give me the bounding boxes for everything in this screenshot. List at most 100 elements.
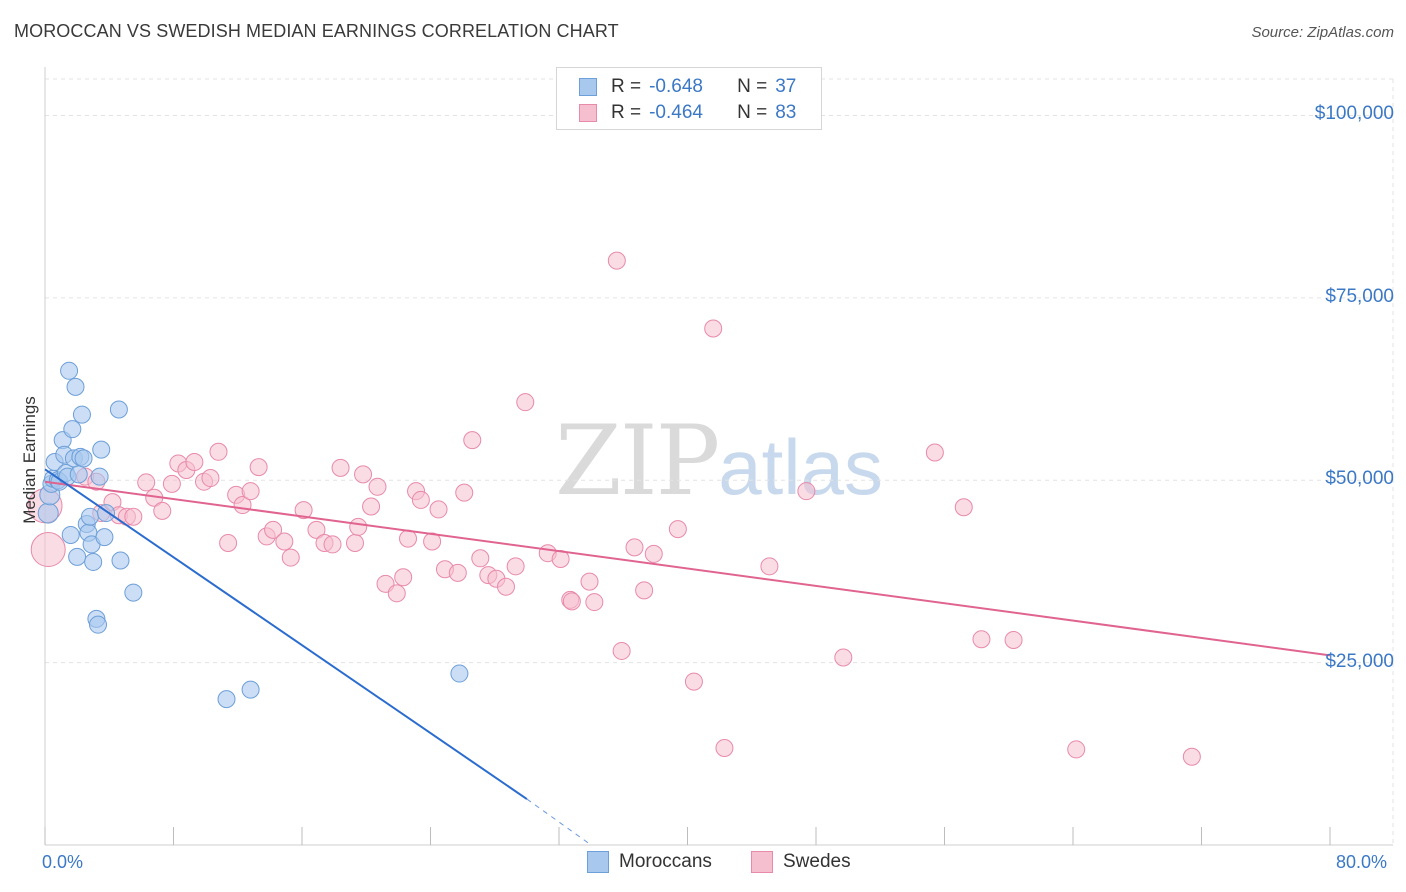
swedes-point (1182, 747, 1201, 766)
swedes-point (307, 520, 326, 539)
swedes-point (349, 517, 368, 536)
swedes-point (411, 490, 430, 509)
axis-layer (44, 67, 1393, 846)
moroccans-point (61, 525, 80, 544)
swedes-point (346, 533, 365, 552)
legend-n-label: N = (737, 76, 768, 97)
legend-n-label: N = (737, 102, 768, 123)
moroccans-point (68, 547, 87, 566)
swedes-point (281, 548, 300, 567)
swedes-point (1067, 740, 1086, 759)
swedes-point (209, 442, 228, 461)
trend-lines (44, 468, 1331, 846)
moroccans-point (80, 507, 99, 526)
legend-swatch-moroccans (579, 78, 597, 96)
swedes-point (562, 592, 581, 611)
y-tick-label: $50,000 (1325, 468, 1394, 490)
bottom-legend-swedes[interactable]: Swedes (751, 851, 851, 873)
swedes-point (264, 520, 283, 539)
swedes-point (124, 507, 143, 526)
watermark-zip: ZIP (555, 405, 720, 517)
swedes-point (607, 251, 626, 270)
moroccans-point (111, 551, 130, 570)
swedes-point (275, 532, 294, 551)
swedes-point (471, 549, 490, 568)
bottom-legend-swatch-swedes (751, 851, 773, 873)
moroccans-trend-extension (526, 798, 592, 846)
legend-n-value: 37 (775, 76, 797, 97)
swedes-point (506, 557, 525, 576)
moroccans-point (60, 361, 79, 380)
bottom-legend-moroccans[interactable]: Moroccans (587, 851, 712, 873)
moroccans-point (66, 377, 85, 396)
bottom-legend-swatch-moroccans (587, 851, 609, 873)
legend-r-value: -0.648 (649, 76, 703, 97)
swedes-point (294, 501, 313, 520)
swedes-point (153, 501, 172, 520)
bottom-legend-label-moroccans: Moroccans (619, 851, 712, 872)
legend-row-swedes: R = -0.464 N = 83 (579, 101, 796, 125)
moroccans-point (95, 528, 114, 547)
swedes-point (331, 458, 350, 477)
moroccans-point (37, 502, 59, 524)
moroccans-point (217, 690, 236, 709)
swedes-point (925, 443, 944, 462)
swedes-point (249, 458, 268, 477)
swedes-point (448, 563, 467, 582)
swedes-point (323, 535, 342, 554)
y-tick-label: $75,000 (1325, 285, 1394, 307)
swedes-point (463, 431, 482, 450)
swedes-point (30, 532, 66, 568)
source-credit: Source: ZipAtlas.com (1251, 24, 1394, 41)
moroccans-point (63, 420, 82, 439)
swedes-point (185, 453, 204, 471)
legend-row-moroccans: R = -0.648 N = 37 (579, 75, 796, 99)
swedes-point (429, 500, 448, 519)
swedes-point (972, 630, 991, 649)
swedes-point (668, 520, 687, 539)
y-axis-label: Median Earnings (20, 396, 39, 524)
swedes-point (704, 319, 723, 338)
moroccans-point (72, 405, 91, 424)
swedes-point (612, 641, 631, 660)
moroccans-point (109, 400, 128, 419)
moroccans-point (124, 583, 143, 602)
legend-swatch-swedes (579, 104, 597, 122)
x-tick-label-max: 80.0% (1336, 852, 1388, 872)
moroccans-point (241, 680, 260, 699)
swedes-point (635, 581, 654, 600)
moroccans-point (69, 465, 88, 484)
swedes-point (394, 568, 413, 587)
swedes-point (684, 672, 703, 691)
zipatlas-watermark: ZIPatlas (555, 405, 883, 517)
swedes-point (797, 482, 816, 501)
x-tick-label-min: 0.0% (42, 852, 84, 872)
moroccans-point (90, 467, 109, 486)
swedes-point (137, 473, 156, 492)
swedes-point (585, 593, 604, 612)
chart-title: MOROCCAN VS SWEDISH MEDIAN EARNINGS CORR… (14, 21, 619, 41)
legend-r-label: R = (611, 76, 642, 97)
swedes-point (399, 529, 418, 548)
legend-r-value: -0.464 (649, 102, 703, 123)
swedes-point (201, 469, 220, 488)
swedes-point (362, 497, 381, 516)
swedes-point (455, 483, 474, 502)
swedes-trend-line (44, 480, 1331, 657)
swedes-point (954, 498, 973, 517)
swedes-points (27, 251, 1201, 766)
swedes-point (368, 477, 387, 496)
swedes-point (1004, 631, 1023, 650)
swedes-point (834, 648, 853, 667)
swedes-point (760, 557, 779, 576)
grid-layer (45, 78, 1394, 845)
swedes-point (580, 572, 599, 591)
swedes-point (162, 474, 181, 493)
correlation-legend: R = -0.648 N = 37 R = -0.464 N = 83 (556, 67, 822, 130)
bottom-legend-label-swedes: Swedes (783, 851, 851, 872)
swedes-point (496, 577, 515, 596)
swedes-point (387, 584, 406, 603)
swedes-point (715, 738, 734, 757)
legend-r-label: R = (611, 102, 642, 123)
